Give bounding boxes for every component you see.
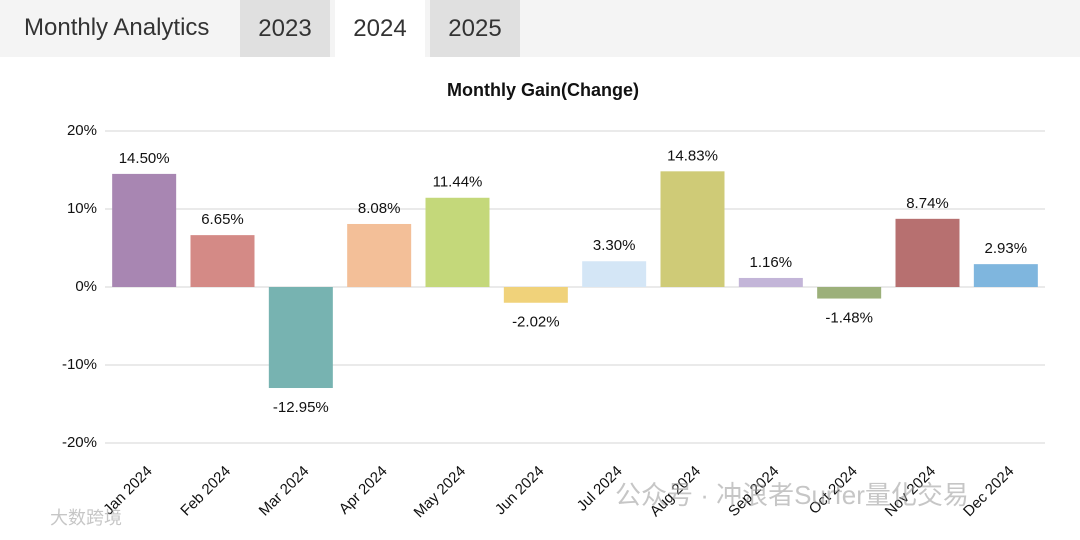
bar	[425, 197, 490, 287]
bar	[895, 218, 960, 287]
x-tick-label: Jun 2024	[492, 463, 548, 519]
watermark: 大数跨境	[50, 508, 122, 528]
bar	[973, 264, 1038, 287]
data-label: 11.44%	[433, 174, 483, 191]
header: Monthly Analytics 2023 2024 2025	[0, 0, 1080, 57]
bar	[268, 287, 333, 389]
chart-title: Monthly Gain(Change)	[447, 80, 639, 100]
data-label: 2.93%	[985, 240, 1028, 257]
bar	[817, 287, 882, 299]
chart: Monthly Gain(Change) -20%-10%0%10%20%Jan…	[50, 80, 1045, 528]
data-label: 14.83%	[667, 147, 718, 164]
data-label: -1.48%	[825, 310, 873, 327]
y-tick-label: 0%	[75, 278, 97, 295]
bar	[190, 235, 255, 287]
year-tab[interactable]: 2024	[335, 0, 425, 57]
bar	[347, 223, 412, 287]
year-tab[interactable]: 2025	[430, 0, 520, 57]
x-tick-label: May 2024	[411, 463, 470, 522]
x-tick-label: Feb 2024	[177, 463, 234, 520]
y-tick-label: 10%	[67, 200, 97, 217]
data-label: 8.08%	[358, 200, 401, 217]
bar	[738, 277, 803, 287]
watermark: 公众号 · 冲浪者Surfer量化交易	[615, 480, 969, 510]
data-label: 3.30%	[593, 237, 636, 254]
y-tick-label: -20%	[62, 434, 97, 451]
bar	[503, 287, 568, 303]
x-tick-label: Apr 2024	[336, 463, 391, 518]
data-label: -12.95%	[273, 399, 329, 416]
data-label: 8.74%	[906, 195, 949, 212]
data-label: 1.16%	[750, 254, 793, 271]
page-title: Monthly Analytics	[24, 14, 210, 41]
data-label: -2.02%	[512, 314, 560, 331]
bar	[660, 171, 725, 287]
year-tab[interactable]: 2023	[240, 0, 330, 57]
data-label: 14.50%	[119, 150, 170, 167]
x-tick-label: Mar 2024	[256, 463, 313, 520]
y-tick-label: -10%	[62, 356, 97, 373]
bar	[582, 261, 647, 287]
data-label: 6.65%	[201, 211, 244, 228]
y-tick-label: 20%	[67, 122, 97, 139]
bar	[112, 173, 177, 287]
